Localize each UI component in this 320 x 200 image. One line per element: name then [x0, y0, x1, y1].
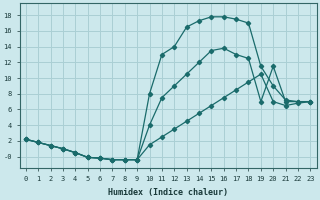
- X-axis label: Humidex (Indice chaleur): Humidex (Indice chaleur): [108, 188, 228, 197]
